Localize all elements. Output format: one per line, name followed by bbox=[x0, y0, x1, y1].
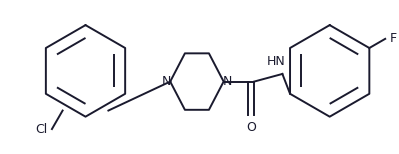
Text: O: O bbox=[246, 121, 256, 134]
Text: HN: HN bbox=[267, 55, 286, 68]
Text: N: N bbox=[162, 75, 171, 88]
Text: Cl: Cl bbox=[35, 123, 47, 136]
Text: F: F bbox=[390, 32, 397, 45]
Text: N: N bbox=[223, 75, 232, 88]
